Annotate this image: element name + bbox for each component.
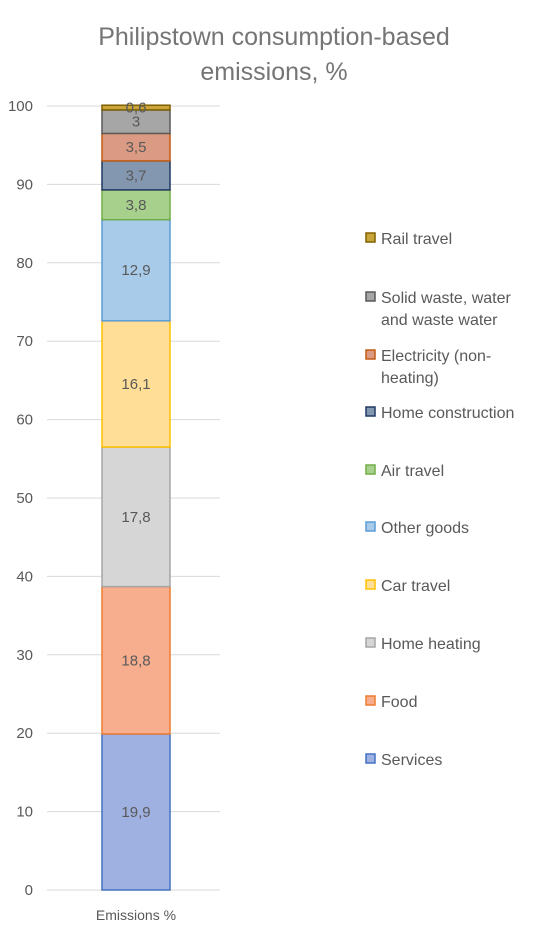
legend-item: Electricity (non-heating) — [365, 348, 491, 387]
legend-item: Home construction — [365, 405, 514, 422]
y-tick-label: 80 — [16, 255, 33, 272]
y-tick-label: 20 — [16, 725, 33, 742]
legend-swatch — [365, 291, 376, 302]
legend-label: Home construction — [381, 405, 514, 422]
legend-label: Food — [381, 694, 417, 711]
legend-item: Rail travel — [365, 231, 452, 248]
legend-swatch — [365, 406, 376, 417]
chart-title: Philipstown consumption-based emissions, … — [98, 23, 450, 86]
data-label: 17,8 — [121, 509, 150, 526]
legend-swatch — [365, 637, 376, 648]
bar-segment — [101, 104, 171, 111]
legend-label: Solid waste, water — [381, 290, 512, 307]
legend-label: heating) — [381, 370, 439, 387]
bar-segment — [101, 585, 171, 735]
bar-segment — [101, 446, 171, 588]
data-label: 3,8 — [126, 197, 147, 214]
chart-title-line: emissions, % — [200, 58, 347, 86]
y-tick-label: 10 — [16, 804, 33, 821]
legend-label: Home heating — [381, 636, 481, 653]
chart-title-line: Philipstown consumption-based — [98, 23, 450, 51]
y-tick-label: 70 — [16, 333, 33, 350]
legend-label: and waste water — [381, 312, 498, 329]
data-label: 12,9 — [121, 262, 150, 279]
legend-item: Food — [365, 694, 417, 711]
y-tick-label: 50 — [16, 490, 33, 507]
data-labels: 19,9 18,8 17,8 16,1 12,9 3,8 3,7 3,5 30,6 — [121, 100, 150, 821]
legend-swatch — [365, 521, 376, 532]
legend-label: Car travel — [381, 578, 450, 595]
data-label: 3 — [132, 114, 140, 131]
x-category-label: Emissions % — [96, 907, 176, 923]
legend-item: Air travel — [365, 463, 444, 480]
legend-swatch — [365, 349, 376, 360]
y-tick-label: 90 — [16, 176, 33, 193]
data-label: 19,9 — [121, 804, 150, 821]
data-label: 18,8 — [121, 652, 150, 669]
stacked-bar — [101, 104, 171, 891]
legend-swatch — [365, 753, 376, 764]
legend-item: Other goods — [365, 520, 469, 537]
bar-segment — [101, 320, 171, 448]
y-tick-label: 30 — [16, 647, 33, 664]
legend-swatch — [365, 695, 376, 706]
y-tick-label: 40 — [16, 568, 33, 585]
legend-item: Car travel — [365, 578, 450, 595]
legend-label: Electricity (non- — [381, 348, 491, 365]
legend: Rail travel Solid waste, water and waste w… — [365, 231, 514, 769]
data-label: 0,6 — [126, 100, 147, 117]
data-label: 16,1 — [121, 376, 150, 393]
bar-segment — [101, 733, 171, 891]
y-tick-label: 100 — [8, 98, 33, 115]
legend-label: Services — [381, 752, 442, 769]
x-axis-category: Emissions % — [96, 907, 176, 923]
legend-item: Solid waste, water and waste water — [365, 290, 512, 329]
legend-label: Air travel — [381, 463, 444, 480]
y-tick-label: 60 — [16, 412, 33, 429]
legend-swatch — [365, 232, 376, 243]
legend-label: Other goods — [381, 520, 469, 537]
legend-item: Home heating — [365, 636, 481, 653]
data-label: 3,7 — [126, 167, 147, 184]
y-axis-ticks: 0 10 20 30 40 50 60 70 80 90 100 — [8, 98, 33, 899]
bar-segment — [101, 218, 171, 322]
legend-label: Rail travel — [381, 231, 452, 248]
legend-item: Services — [365, 752, 442, 769]
legend-swatch — [365, 464, 376, 475]
y-tick-label: 0 — [25, 882, 33, 899]
legend-swatch — [365, 579, 376, 590]
data-label: 3,5 — [126, 139, 147, 156]
